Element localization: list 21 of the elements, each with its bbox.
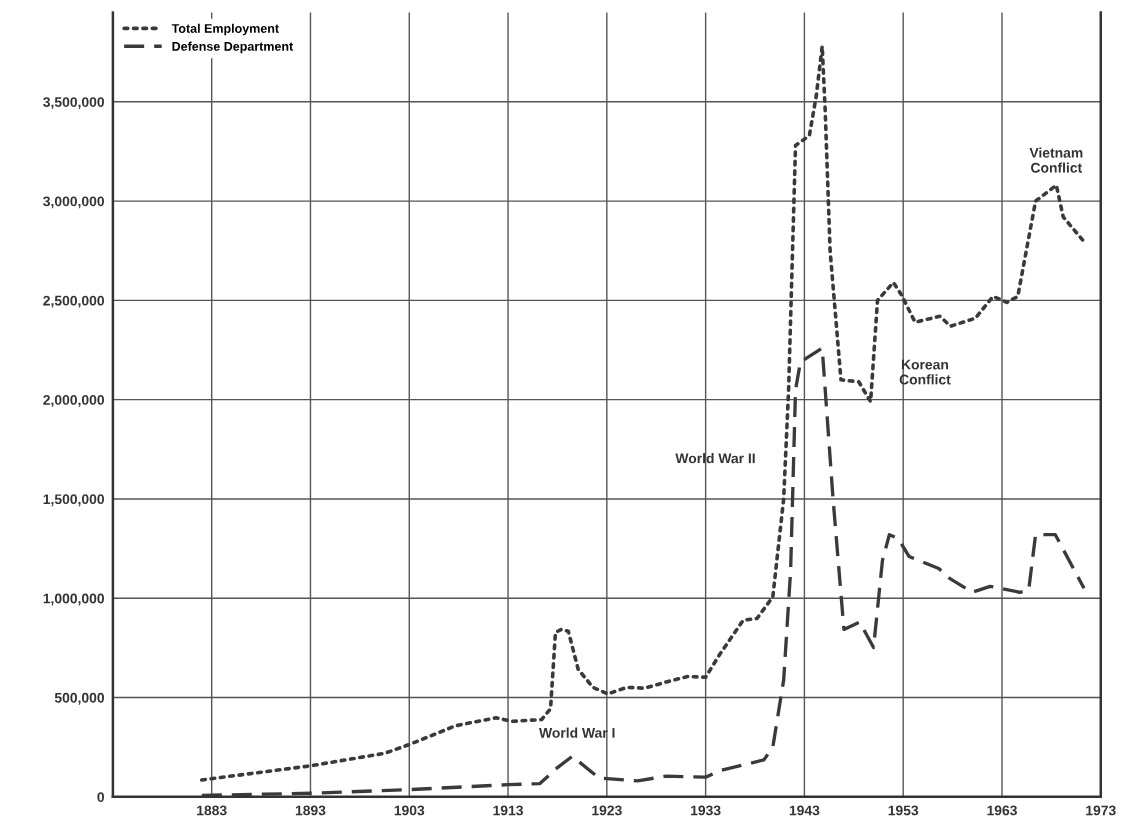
y-tick-label: 3,000,000 — [43, 196, 104, 209]
y-tick-label: 1,000,000 — [43, 593, 104, 606]
x-tick-label: 1923 — [592, 805, 622, 816]
y-tick-label: 3,500,000 — [43, 97, 104, 109]
y-tick-label: 2,000,000 — [43, 394, 104, 407]
x-tick-label: 1913 — [493, 805, 523, 816]
y-tick-label: 500,000 — [54, 692, 104, 705]
y-tick-label: 0 — [97, 792, 104, 802]
x-tick-label: 1973 — [1086, 805, 1116, 816]
x-tick-label: 1943 — [789, 805, 820, 816]
y-tick-label: 1,500,000 — [43, 494, 104, 507]
legend-label: Total Employment — [171, 23, 279, 36]
x-tick-label: 1903 — [394, 805, 425, 816]
legend-label: Defense Department — [172, 41, 294, 54]
y-tick-label: 2,500,000 — [43, 295, 104, 308]
annotation: Vietnam Conflict — [1029, 147, 1083, 173]
x-tick-label: 1893 — [295, 805, 326, 816]
x-tick-label: 1963 — [987, 805, 1017, 816]
x-tick-label: 1883 — [197, 805, 227, 816]
x-tick-label: 1933 — [691, 805, 721, 816]
x-tick-label: 1953 — [888, 805, 919, 816]
